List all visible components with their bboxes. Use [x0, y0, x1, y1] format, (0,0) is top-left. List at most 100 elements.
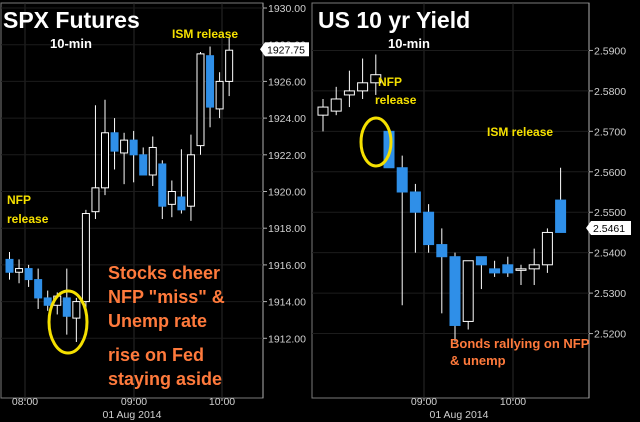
y-tick-label: 1916.00 — [268, 260, 306, 272]
y-tick-label: 2.5400 — [594, 248, 626, 260]
y-tick-label: 1924.00 — [268, 113, 306, 125]
candle-body — [409, 191, 421, 213]
spx-subtitle: 10-min — [50, 36, 92, 51]
candle-body — [462, 260, 474, 322]
candle-body — [120, 139, 129, 154]
yield-nfp-label-line2: release — [375, 93, 417, 107]
candle-body — [158, 163, 167, 207]
x-tick-label: 10:00 — [209, 396, 235, 408]
last-price-label: 2.5461 — [593, 223, 625, 235]
candle-body — [43, 297, 52, 306]
candle-body — [139, 154, 148, 176]
yield-x-ticks: 09:00 10:00 — [411, 396, 526, 408]
candle-body — [215, 80, 224, 110]
spx-comment-line3: Unemp rate — [108, 311, 207, 331]
candle-body — [101, 132, 109, 189]
yield-y-ticks: 2.5900 2.5800 2.5700 2.5600 2.5500 2.5400 2.53… — [586, 45, 631, 341]
spx-plot-area — [0, 2, 264, 399]
candle-body — [225, 49, 234, 82]
candle-body — [489, 268, 501, 274]
last-price-flag — [591, 220, 631, 235]
yield-candles — [317, 54, 567, 342]
y-tick-label: 1922.00 — [268, 150, 306, 162]
yield-subtitle: 10-min — [388, 36, 430, 51]
yield-panel: 2.5900 2.5800 2.5700 2.5600 2.5500 2.5400 2.53… — [311, 2, 631, 421]
y-tick-label: 1914.00 — [268, 297, 306, 309]
yield-comment-line1: Bonds rallying on NFP — [450, 336, 590, 351]
spx-x-ticks: 08:00 09:00 10:00 — [12, 396, 235, 408]
spx-date-label: 01 Aug 2014 — [103, 409, 162, 421]
candle-body — [148, 146, 157, 176]
candle-body — [62, 297, 71, 317]
yield-title: US 10 yr Yield — [318, 7, 470, 33]
spx-comment-line2: NFP "miss" & — [108, 287, 225, 307]
y-tick-label: 1926.00 — [268, 76, 306, 88]
spx-nfp-label-line2: release — [7, 212, 49, 226]
candle-body — [186, 154, 195, 207]
spx-comment-line1: Stocks cheer — [108, 263, 220, 283]
spx-y-ticks: 1930.001928.001926.001924.001922.001920.… — [260, 3, 309, 345]
spx-ism-label: ISM release — [172, 27, 238, 41]
candle-body — [24, 268, 33, 281]
candle-body — [177, 196, 186, 211]
spx-candles — [5, 37, 234, 342]
y-tick-label: 2.5700 — [594, 126, 626, 138]
candle-body — [515, 268, 527, 271]
last-price-flag-pointer — [260, 42, 265, 57]
candle-body — [502, 264, 514, 274]
y-tick-label: 2.5500 — [594, 207, 626, 219]
candle-body — [330, 98, 342, 112]
yield-nfp-highlight-circle — [359, 116, 393, 168]
candle-body — [167, 191, 176, 205]
y-tick-label: 1930.00 — [268, 3, 306, 15]
candle-body — [449, 256, 461, 326]
candle-body — [129, 139, 138, 156]
yield-nfp-label-line1: NFP — [378, 75, 402, 89]
yield-gridlines — [312, 3, 589, 398]
last-price-label: 1927.75 — [267, 44, 305, 56]
yield-ism-label: ISM release — [487, 125, 553, 139]
candle-body — [370, 74, 382, 84]
candle-body — [396, 167, 408, 193]
candle-body — [423, 211, 435, 246]
candle-body — [528, 264, 540, 270]
candle-body — [72, 301, 81, 319]
candle-body — [555, 199, 567, 233]
spx-gridlines — [1, 3, 263, 398]
y-tick-label: 1912.00 — [268, 333, 306, 345]
spx-nfp-label-line1: NFP — [7, 193, 31, 207]
spx-panel: 1930.001928.001926.001924.001922.001920.… — [0, 2, 309, 421]
y-tick-label: 2.5800 — [594, 86, 626, 98]
candle-body — [475, 256, 487, 266]
yield-comment-line2: & unemp — [450, 353, 506, 368]
y-tick-label: 1920.00 — [268, 187, 306, 199]
y-tick-label: 2.5200 — [594, 329, 626, 341]
spx-comment-line4: rise on Fed — [108, 345, 204, 365]
last-price-flag-pointer — [586, 220, 591, 235]
spx-nfp-highlight-circle — [47, 289, 89, 355]
y-tick-label: 2.5900 — [594, 45, 626, 57]
candle-body — [206, 55, 215, 108]
y-tick-label: 2.5600 — [594, 167, 626, 179]
last-price-flag — [265, 42, 309, 57]
candle-body — [110, 132, 119, 152]
y-tick-label: 2.5300 — [594, 288, 626, 300]
x-tick-label: 09:00 — [121, 396, 147, 408]
spx-comment-line5: staying aside — [108, 369, 222, 389]
candle-body — [34, 279, 43, 299]
spx-title: SPX Futures — [3, 7, 140, 33]
yield-date-label: 01 Aug 2014 — [430, 409, 489, 421]
candle-body — [91, 187, 100, 213]
candle-body — [317, 106, 329, 116]
candle-body — [343, 90, 355, 96]
candle-body — [357, 82, 369, 92]
candle-body — [81, 213, 90, 303]
yield-plot-area — [311, 2, 590, 399]
x-tick-label: 08:00 — [12, 396, 38, 408]
x-tick-label: 09:00 — [411, 396, 437, 408]
y-tick-label: 1918.00 — [268, 223, 306, 235]
candle-body — [15, 268, 24, 273]
candle-body — [196, 53, 205, 147]
x-tick-label: 10:00 — [500, 396, 526, 408]
